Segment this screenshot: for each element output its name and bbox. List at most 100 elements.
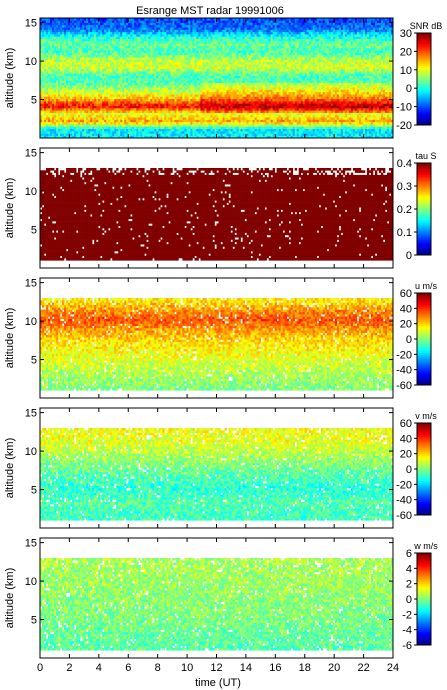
heatmap-cell: [68, 96, 70, 99]
heatmap-cell: [110, 20, 112, 23]
heatmap-cell: [90, 96, 92, 99]
heatmap-cell: [82, 99, 84, 102]
heatmap-cell: [80, 113, 82, 116]
heatmap-cell: [100, 46, 102, 49]
heatmap-cell: [148, 115, 150, 118]
heatmap-cell: [138, 32, 140, 35]
heatmap-cell: [154, 43, 156, 46]
heatmap-cell: [124, 39, 126, 42]
heatmap-cell: [82, 117, 84, 120]
heatmap-cell: [100, 131, 102, 134]
heatmap-cell: [152, 108, 154, 111]
heatmap-cell: [104, 64, 106, 67]
heatmap-cell: [106, 48, 108, 51]
heatmap-cell: [124, 80, 126, 83]
heatmap-cell: [132, 80, 134, 83]
heatmap-cell: [96, 122, 98, 125]
heatmap-cell: [160, 60, 162, 63]
heatmap-cell: [84, 120, 86, 123]
heatmap-cell: [102, 55, 104, 58]
heatmap-cell: [66, 57, 68, 60]
heatmap-cell: [56, 30, 58, 33]
heatmap-cell: [164, 124, 166, 127]
heatmap-cell: [160, 57, 162, 60]
heatmap-cell: [100, 34, 102, 37]
heatmap-cell: [130, 117, 132, 120]
heatmap-cell: [42, 43, 44, 46]
heatmap-cell: [100, 55, 102, 58]
heatmap-cell: [42, 48, 44, 51]
heatmap-cell: [126, 103, 128, 106]
heatmap-cell: [158, 129, 160, 132]
heatmap-cell: [48, 115, 50, 118]
heatmap-cell: [148, 32, 150, 35]
heatmap-cell: [108, 50, 110, 53]
heatmap-cell: [140, 129, 142, 132]
heatmap-cell: [108, 124, 110, 127]
heatmap-cell: [74, 73, 76, 76]
heatmap-cell: [156, 131, 158, 134]
heatmap-cell: [160, 108, 162, 111]
heatmap-cell: [160, 101, 162, 104]
heatmap-cell: [150, 133, 152, 136]
heatmap-cell: [78, 57, 80, 60]
heatmap-cell: [62, 43, 64, 46]
heatmap-cell: [116, 78, 118, 81]
heatmap-cell: [58, 64, 60, 67]
heatmap-cell: [112, 115, 114, 118]
heatmap-cell: [162, 73, 164, 76]
heatmap-cell: [64, 92, 66, 95]
heatmap-cell: [68, 50, 70, 53]
heatmap-cell: [120, 131, 122, 134]
heatmap-cell: [136, 53, 138, 56]
heatmap-cell: [138, 133, 140, 136]
heatmap-cell: [152, 83, 154, 86]
heatmap-cell: [52, 124, 54, 127]
heatmap-cell: [96, 23, 98, 26]
heatmap-cell: [162, 69, 164, 72]
heatmap-cell: [162, 94, 164, 97]
heatmap-cell: [86, 30, 88, 33]
heatmap-cell: [68, 36, 70, 39]
heatmap-cell: [126, 129, 128, 132]
heatmap-cell: [100, 103, 102, 106]
heatmap-cell: [104, 117, 106, 120]
heatmap-cell: [150, 76, 152, 79]
heatmap-cell: [102, 133, 104, 136]
heatmap-cell: [96, 126, 98, 129]
heatmap-cell: [74, 34, 76, 37]
heatmap-cell: [64, 78, 66, 81]
heatmap-cell: [164, 101, 166, 104]
heatmap-cell: [138, 85, 140, 88]
heatmap-cell: [108, 80, 110, 83]
heatmap-cell: [118, 96, 120, 99]
heatmap-cell: [42, 129, 44, 132]
heatmap-cell: [46, 36, 48, 39]
heatmap-cell: [98, 101, 100, 104]
heatmap-cell: [104, 78, 106, 81]
heatmap-cell: [42, 46, 44, 49]
heatmap-cell: [104, 124, 106, 127]
heatmap-cell: [100, 113, 102, 116]
heatmap-cell: [108, 48, 110, 51]
heatmap-cell: [110, 103, 112, 106]
heatmap-cell: [112, 129, 114, 132]
heatmap-cell: [114, 124, 116, 127]
heatmap-cell: [46, 71, 48, 74]
heatmap-cell: [72, 32, 74, 35]
heatmap-cell: [70, 133, 72, 136]
heatmap-cell: [122, 78, 124, 81]
heatmap-cell: [158, 85, 160, 88]
heatmap-cell: [136, 120, 138, 123]
heatmap-cell: [52, 27, 54, 30]
heatmap-cell: [152, 122, 154, 125]
heatmap-cell: [160, 96, 162, 99]
heatmap-cell: [140, 92, 142, 95]
heatmap-cell: [126, 92, 128, 95]
heatmap-cell: [136, 110, 138, 113]
heatmap-cell: [90, 120, 92, 123]
heatmap-cell: [118, 85, 120, 88]
heatmap-cell: [118, 55, 120, 58]
heatmap-cell: [84, 96, 86, 99]
